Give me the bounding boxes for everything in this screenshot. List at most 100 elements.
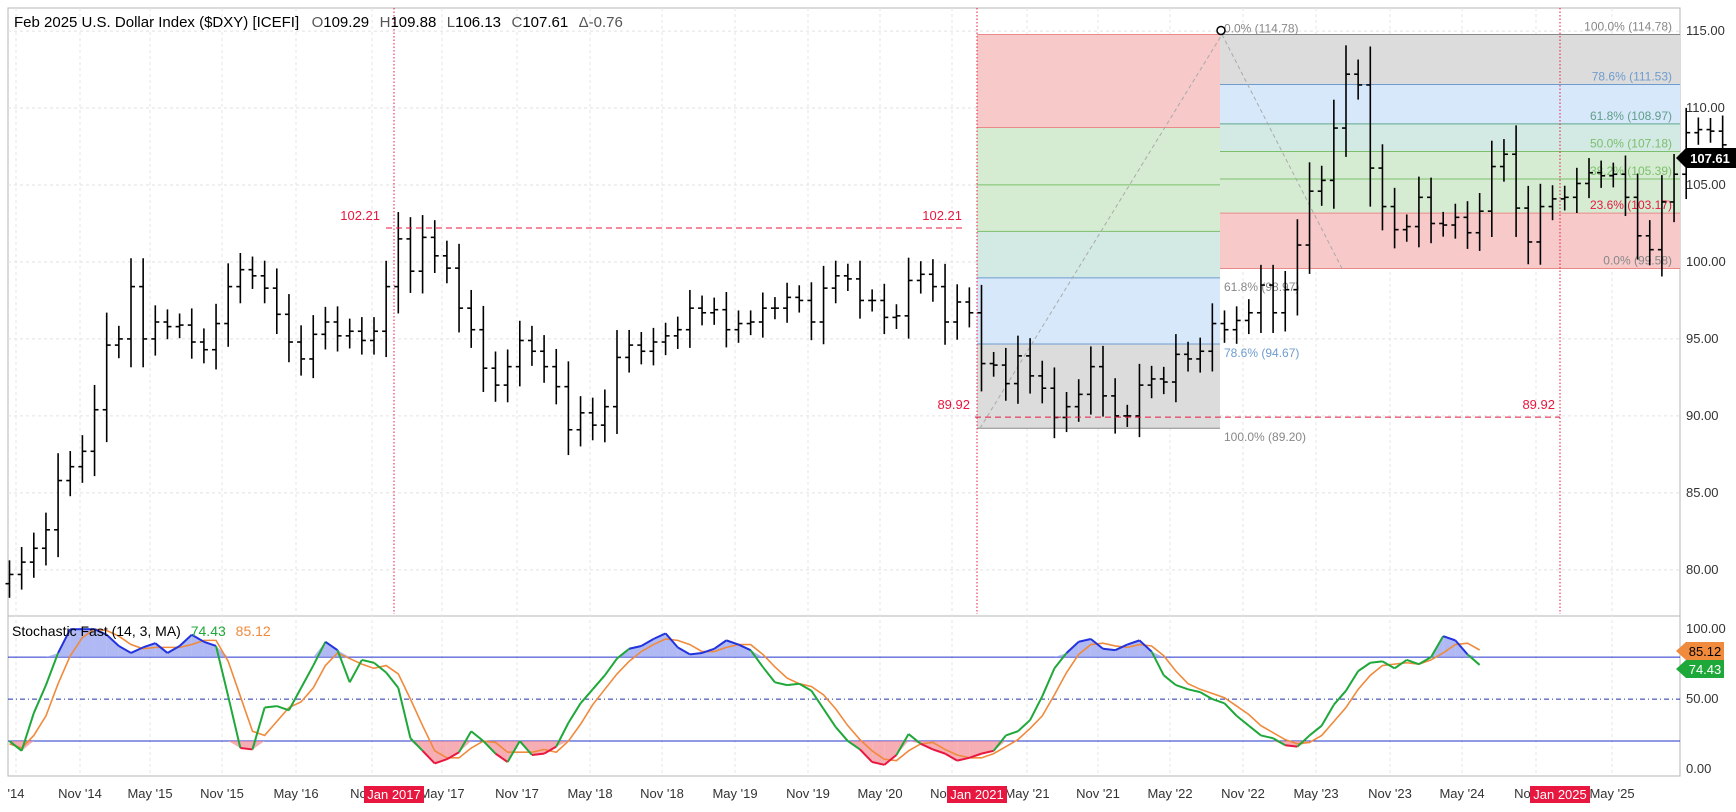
ohlc-bar (406, 217, 415, 293)
chart-header: Feb 2025 U.S. Dollar Index ($DXY) [ICEFI… (14, 14, 623, 31)
stochastic-k-segment (749, 649, 764, 668)
ohlc-bar (1256, 264, 1265, 333)
ohlc-bar (1220, 310, 1229, 343)
ohlc-bar (102, 312, 111, 443)
stochastic-d-tag-value: 85.12 (1689, 644, 1722, 659)
stochastic-k-segment (1114, 643, 1128, 652)
fib1-trend-line (979, 34, 1223, 429)
time-axis-label: Nov '14 (58, 786, 102, 801)
fib1-zone (977, 231, 1220, 278)
ohlc-bar (564, 361, 573, 456)
fib1-level-label: 100.0% (89.20) (1224, 430, 1306, 444)
stochastic-k-segment (1296, 734, 1311, 748)
ohlc-bar (1585, 158, 1593, 199)
stochastic-k-segment (701, 647, 715, 654)
stochastic-k-segment (883, 754, 898, 766)
ohlc-bar (795, 285, 804, 313)
close-value: 107.61 (522, 14, 568, 31)
stochastic-k-segment (519, 740, 533, 756)
fib1-zone (977, 277, 1220, 345)
ohlc-bar (1475, 192, 1484, 251)
stochastic-k-segment (276, 705, 290, 712)
ohlc-bar (661, 322, 670, 356)
ohlc-bar (1293, 219, 1302, 316)
time-axis-label: Nov '21 (1076, 786, 1120, 801)
stochastic-k-segment (458, 730, 473, 753)
ohlc-bar (345, 318, 354, 349)
ohlc-bar (1305, 162, 1314, 274)
stochastic-k-segment (798, 682, 812, 692)
ohlc-bar (1572, 167, 1581, 213)
oversold-fill (1273, 741, 1286, 746)
stochastic-k-segment (1126, 639, 1140, 646)
stochastic-title: Stochastic Fast (14, 3, MA) (12, 623, 181, 639)
fib1-zone (977, 344, 1220, 429)
stochastic-k-tag: 74.43 (1676, 660, 1724, 678)
time-axis-label: May '23 (1293, 786, 1338, 801)
ohlc-bar (357, 317, 366, 355)
stochastic-k-segment (1320, 704, 1335, 727)
stochastic-k-segment (859, 748, 873, 763)
time-axis-label: May '17 (419, 786, 464, 801)
ohlc-bar (1329, 99, 1338, 209)
ohlc-bar (819, 265, 828, 345)
price-level-label: 89.92 (1522, 397, 1555, 412)
ohlc-bar (1366, 46, 1375, 207)
ohlc-bar (989, 351, 998, 377)
fib1-zone (977, 34, 1220, 128)
ohlc-bar (284, 294, 293, 363)
stochastic-k-segment (810, 690, 825, 710)
ohlc-bar (1451, 203, 1460, 239)
stochastic-k-segment (20, 712, 35, 752)
low-value: 106.13 (455, 14, 501, 31)
stochastic-k-segment (543, 745, 557, 755)
oversold-fill (228, 741, 241, 749)
stochastic-k-segment (409, 737, 424, 752)
ohlc-bar (163, 309, 172, 340)
ohlc-bar (41, 512, 50, 566)
stochastic-k-segment (786, 682, 800, 687)
stochastic-k-segment (1345, 670, 1359, 692)
swing-high-marker (1216, 25, 1226, 36)
ohlc-bar (515, 320, 524, 387)
ohlc-bar (1694, 117, 1703, 145)
stochastic-k-segment (628, 644, 642, 650)
stochastic-k-segment (1187, 688, 1201, 694)
stochastic-k-segment (154, 642, 169, 654)
ohlc-bar (1244, 299, 1253, 335)
stochastic-k-segment (118, 645, 132, 654)
open-value: 109.29 (323, 14, 369, 31)
oversold-fill (884, 741, 897, 765)
time-axis-label: May '20 (857, 786, 902, 801)
ohlc-bar (5, 560, 14, 598)
oversold-fill (1297, 741, 1310, 747)
stochastic-k-segment (1150, 651, 1165, 676)
fib1-level-label: 0.0% (114.78) (1224, 21, 1299, 35)
stochastic-k-segment (774, 681, 788, 687)
overbought-fill (738, 644, 751, 658)
ohlc-bar (90, 384, 99, 477)
stochastic-k-segment (956, 756, 970, 762)
stochastic-k-segment (215, 645, 230, 697)
time-axis-label: Nov '23 (1368, 786, 1412, 801)
ohlc-bar (977, 284, 986, 392)
oversold-fill (446, 741, 460, 760)
stochastic-k-segment (920, 742, 934, 751)
stochastic-k-segment (1041, 667, 1056, 697)
last-price-value: 107.61 (1690, 151, 1730, 166)
stochastic-k-segment (470, 730, 484, 742)
ohlc-bar (1633, 173, 1642, 260)
fib2-trend-line (1221, 34, 1343, 269)
stochastic-k-segment (142, 642, 156, 649)
stochastic-k-segment (288, 687, 302, 711)
stochastic-k-segment (579, 688, 594, 704)
stochastic-k-segment (203, 640, 217, 647)
fib2-zone (1220, 123, 1680, 152)
ohlc-bar (1560, 185, 1569, 211)
ohlc-bar (1013, 335, 1022, 404)
ohlc-bar (1184, 341, 1193, 372)
ohlc-bar (236, 253, 245, 304)
ohlc-bar (1621, 155, 1630, 217)
oversold-fill (507, 741, 520, 763)
